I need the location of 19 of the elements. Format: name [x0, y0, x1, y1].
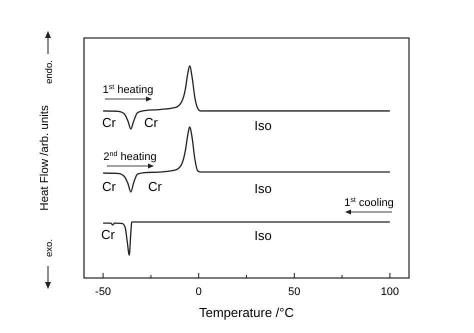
- annotation: Cr: [144, 115, 159, 130]
- annotation: Cr: [102, 115, 117, 130]
- x-tick-label: 50: [288, 286, 300, 298]
- y-axis-title: Heat Flow /arb. units: [39, 105, 51, 211]
- x-axis-title: Temperature /°C: [199, 305, 294, 320]
- x-tick-label: 0: [196, 286, 202, 298]
- annotation: Iso: [254, 181, 272, 196]
- annotation: Cr: [102, 179, 117, 194]
- x-tick-label: -50: [95, 286, 112, 298]
- annotation: 1$^{st}$ cooling: [344, 196, 394, 209]
- text: exo.: [44, 239, 55, 257]
- annotation: Cr: [101, 227, 116, 242]
- annotation: Iso: [254, 118, 272, 133]
- annotation: 2$^{nd}$ heating: [103, 150, 157, 163]
- annotation: Iso: [254, 228, 272, 243]
- x-tick-label: 100: [380, 286, 400, 298]
- annotation: Cr: [148, 179, 163, 194]
- text: endo.: [44, 60, 55, 84]
- annotation: 1$^{st}$ heating: [102, 83, 154, 96]
